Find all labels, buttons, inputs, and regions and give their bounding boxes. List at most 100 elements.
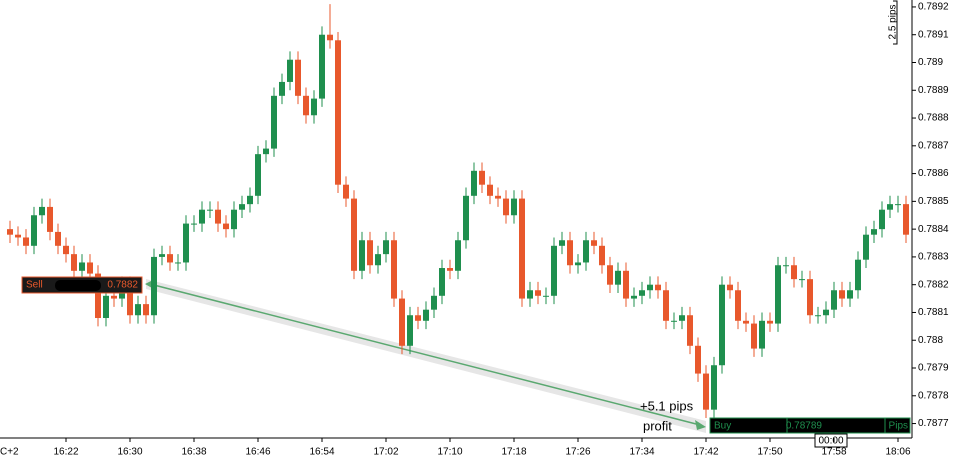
candle-body bbox=[759, 320, 765, 349]
candle-body bbox=[447, 268, 453, 271]
candle-body bbox=[623, 270, 629, 299]
candle-body bbox=[239, 204, 245, 210]
x-tick-label: 17:58 bbox=[821, 447, 846, 458]
y-tick-label: 0.7879 bbox=[918, 363, 949, 374]
candle-body bbox=[831, 290, 837, 310]
candle-body bbox=[247, 195, 253, 205]
candle-body bbox=[55, 231, 61, 246]
candle-body bbox=[471, 170, 477, 196]
candle-body bbox=[423, 309, 429, 321]
candle-body bbox=[839, 290, 845, 299]
candle-body bbox=[679, 315, 685, 321]
y-tick-label: 0.7888 bbox=[918, 113, 949, 124]
x-tick-label: 16:54 bbox=[309, 447, 334, 458]
candle-body bbox=[191, 223, 197, 225]
y-tick-label: 0.7891 bbox=[918, 29, 949, 40]
candle-body bbox=[111, 295, 117, 299]
candle-body bbox=[455, 240, 461, 271]
candle-body bbox=[263, 148, 269, 155]
candle-body bbox=[287, 59, 293, 82]
cursor-time-label: 00:00 bbox=[818, 436, 843, 447]
candle-body bbox=[231, 209, 237, 230]
candle-body bbox=[519, 198, 525, 299]
trade-band bbox=[146, 279, 706, 433]
y-tick-label: 0.7878 bbox=[918, 390, 949, 401]
candle-body bbox=[319, 34, 325, 99]
candle-body bbox=[687, 315, 693, 346]
candle-body bbox=[895, 204, 901, 206]
candle-body bbox=[735, 290, 741, 321]
candle-body bbox=[703, 373, 709, 410]
candle-body bbox=[183, 223, 189, 263]
candle-body bbox=[815, 315, 821, 317]
y-tick-label: 0.7884 bbox=[918, 224, 949, 235]
candle-body bbox=[335, 40, 341, 185]
sell-price: 0.7882 bbox=[107, 280, 138, 291]
buy-label: Buy bbox=[714, 421, 731, 432]
candle-body bbox=[543, 295, 549, 297]
y-tick-label: 0.7882 bbox=[918, 279, 949, 290]
buy-box bbox=[709, 417, 911, 434]
candle-body bbox=[567, 240, 573, 266]
candle-body bbox=[135, 304, 141, 316]
candle-body bbox=[823, 309, 829, 316]
x-tick-label: 16:22 bbox=[53, 447, 78, 458]
candle-body bbox=[215, 209, 221, 224]
scale-bracket bbox=[893, 0, 898, 45]
candle-body bbox=[383, 240, 389, 255]
candle-body bbox=[79, 262, 85, 271]
x-tick-label: 17:42 bbox=[693, 447, 718, 458]
x-tick-label: 17:02 bbox=[373, 447, 398, 458]
candle-body bbox=[607, 265, 613, 285]
candle-body bbox=[479, 170, 485, 185]
candle-body bbox=[599, 245, 605, 266]
scale-label: 2.5 pips bbox=[888, 4, 899, 39]
candle-body bbox=[375, 254, 381, 266]
candle-body bbox=[847, 290, 853, 299]
candle-body bbox=[807, 279, 813, 316]
candle-body bbox=[879, 209, 885, 230]
x-tick-label: 17:18 bbox=[501, 447, 526, 458]
candle-body bbox=[575, 262, 581, 266]
x-tick-label: 16:46 bbox=[245, 447, 270, 458]
y-tick-label: 0.7883 bbox=[918, 252, 949, 263]
candle-body bbox=[47, 206, 53, 232]
candle-body bbox=[311, 98, 317, 116]
candle-body bbox=[551, 245, 557, 296]
candle-body bbox=[751, 323, 757, 349]
candle-body bbox=[743, 320, 749, 324]
candle-body bbox=[639, 290, 645, 296]
candle-body bbox=[775, 265, 781, 324]
candle-body bbox=[295, 59, 301, 96]
x-tick-label: 17:34 bbox=[629, 447, 654, 458]
candle-body bbox=[871, 229, 877, 235]
y-tick-label: 0.788 bbox=[918, 335, 943, 346]
profit-sub-label: profit bbox=[643, 418, 672, 433]
candle-body bbox=[631, 295, 637, 299]
timezone-label: C+2 bbox=[0, 447, 19, 458]
candle-body bbox=[351, 198, 357, 271]
candle-body bbox=[399, 298, 405, 346]
candle-body bbox=[63, 245, 69, 255]
candle-body bbox=[143, 304, 149, 316]
candle-body bbox=[31, 215, 37, 246]
candle-body bbox=[583, 240, 589, 263]
candle-body bbox=[271, 95, 277, 149]
candle-body bbox=[887, 204, 893, 210]
candle-body bbox=[591, 240, 597, 246]
candles bbox=[7, 4, 909, 419]
x-tick-label: 16:30 bbox=[117, 447, 142, 458]
y-tick-label: 0.7877 bbox=[918, 418, 949, 429]
candle-body bbox=[279, 81, 285, 96]
trade-line bbox=[149, 283, 701, 426]
candle-body bbox=[95, 273, 101, 319]
candle-body bbox=[439, 268, 445, 296]
candle-body bbox=[655, 284, 661, 291]
candle-body bbox=[791, 265, 797, 280]
trade-arrow-head bbox=[695, 420, 706, 430]
candle-body bbox=[223, 223, 229, 230]
candle-body bbox=[799, 279, 805, 281]
candle-body bbox=[71, 254, 77, 271]
candle-body bbox=[695, 345, 701, 374]
